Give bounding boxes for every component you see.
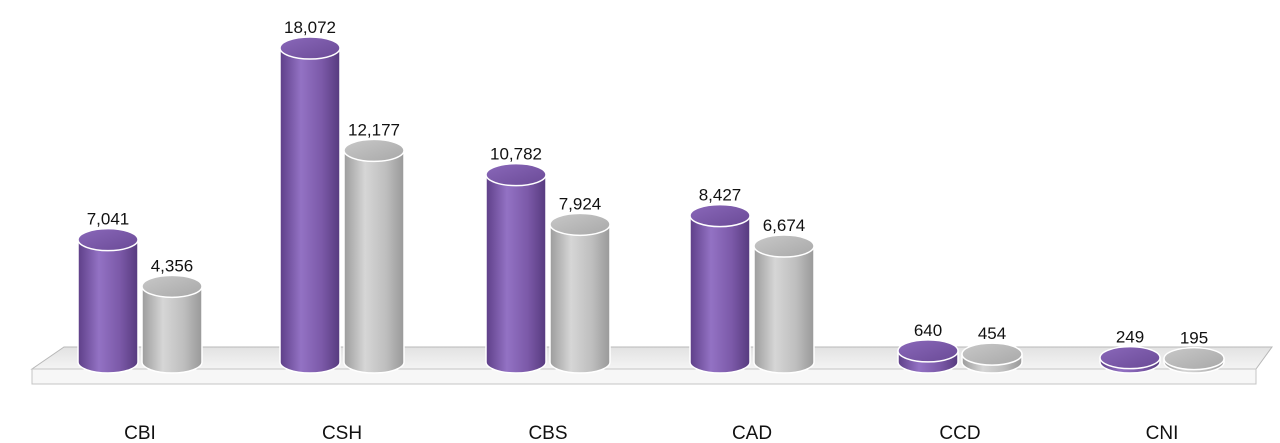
data-label-cad-series-1: 8,427 (699, 186, 742, 205)
bar-top (549, 212, 611, 237)
bar-body (549, 223, 611, 374)
bar-csh-series-2 (343, 138, 405, 374)
bar-cbi-series-2 (141, 274, 203, 374)
data-label-cad-series-2: 6,674 (763, 216, 806, 235)
category-labels: CBI CSH CBS CAD CCD CNI (124, 423, 1178, 443)
bar-body (343, 149, 405, 374)
data-label-cni-series-1: 249 (1116, 328, 1144, 347)
bar-top (689, 203, 751, 228)
bar-body (77, 238, 139, 374)
bar-body (753, 245, 815, 374)
bar-body (689, 214, 751, 374)
bar-top (141, 274, 203, 299)
bar-body (485, 173, 547, 374)
data-label-cbi-series-2: 4,356 (151, 256, 194, 275)
category-label-csh: CSH (322, 423, 362, 443)
bar-cad-series-2 (753, 234, 815, 374)
bar-top (279, 36, 341, 60)
bar-csh-series-1 (279, 36, 341, 374)
category-label-cni: CNI (1146, 423, 1179, 443)
category-label-cbi: CBI (124, 423, 156, 443)
bar-top (961, 342, 1023, 366)
category-label-cbs: CBS (528, 423, 567, 443)
data-label-cbs-series-1: 10,782 (490, 145, 542, 164)
data-label-cni-series-2: 195 (1180, 329, 1208, 348)
floor-platform (30, 346, 1273, 385)
data-label-cbi-series-1: 7,041 (87, 210, 130, 229)
bar-cad-series-1 (689, 203, 751, 374)
bar-top (897, 339, 959, 363)
data-label-ccd-series-1: 640 (914, 321, 942, 340)
bar-cni-series-2 (1163, 346, 1225, 374)
bar-cbi-series-1 (77, 227, 139, 374)
bar-ccd-series-2 (961, 342, 1023, 374)
bar-top (485, 162, 547, 187)
data-label-csh-series-2: 12,177 (348, 120, 400, 139)
category-label-cad: CAD (732, 423, 772, 443)
bar-top (343, 138, 405, 163)
bar-body (279, 47, 341, 374)
category-label-ccd: CCD (939, 423, 980, 443)
bar-ccd-series-1 (897, 339, 959, 374)
data-label-cbs-series-2: 7,924 (559, 194, 602, 213)
bar-top (1099, 345, 1161, 370)
bars (77, 36, 1225, 374)
bar-top (77, 227, 139, 252)
bar-top (753, 234, 815, 258)
floor-front (31, 368, 1257, 385)
bar-top (1163, 346, 1225, 371)
data-label-csh-series-1: 18,072 (284, 18, 336, 37)
bar-cbs-series-1 (485, 162, 547, 374)
data-label-ccd-series-2: 454 (978, 324, 1006, 343)
data-labels: 7,041 4,356 18,072 12,177 10,782 7,924 8,427 6,… (87, 18, 1208, 348)
bar-cni-series-1 (1099, 345, 1161, 374)
floor-top (30, 346, 1273, 370)
bar-cbs-series-2 (549, 212, 611, 374)
bar-body (141, 285, 203, 374)
